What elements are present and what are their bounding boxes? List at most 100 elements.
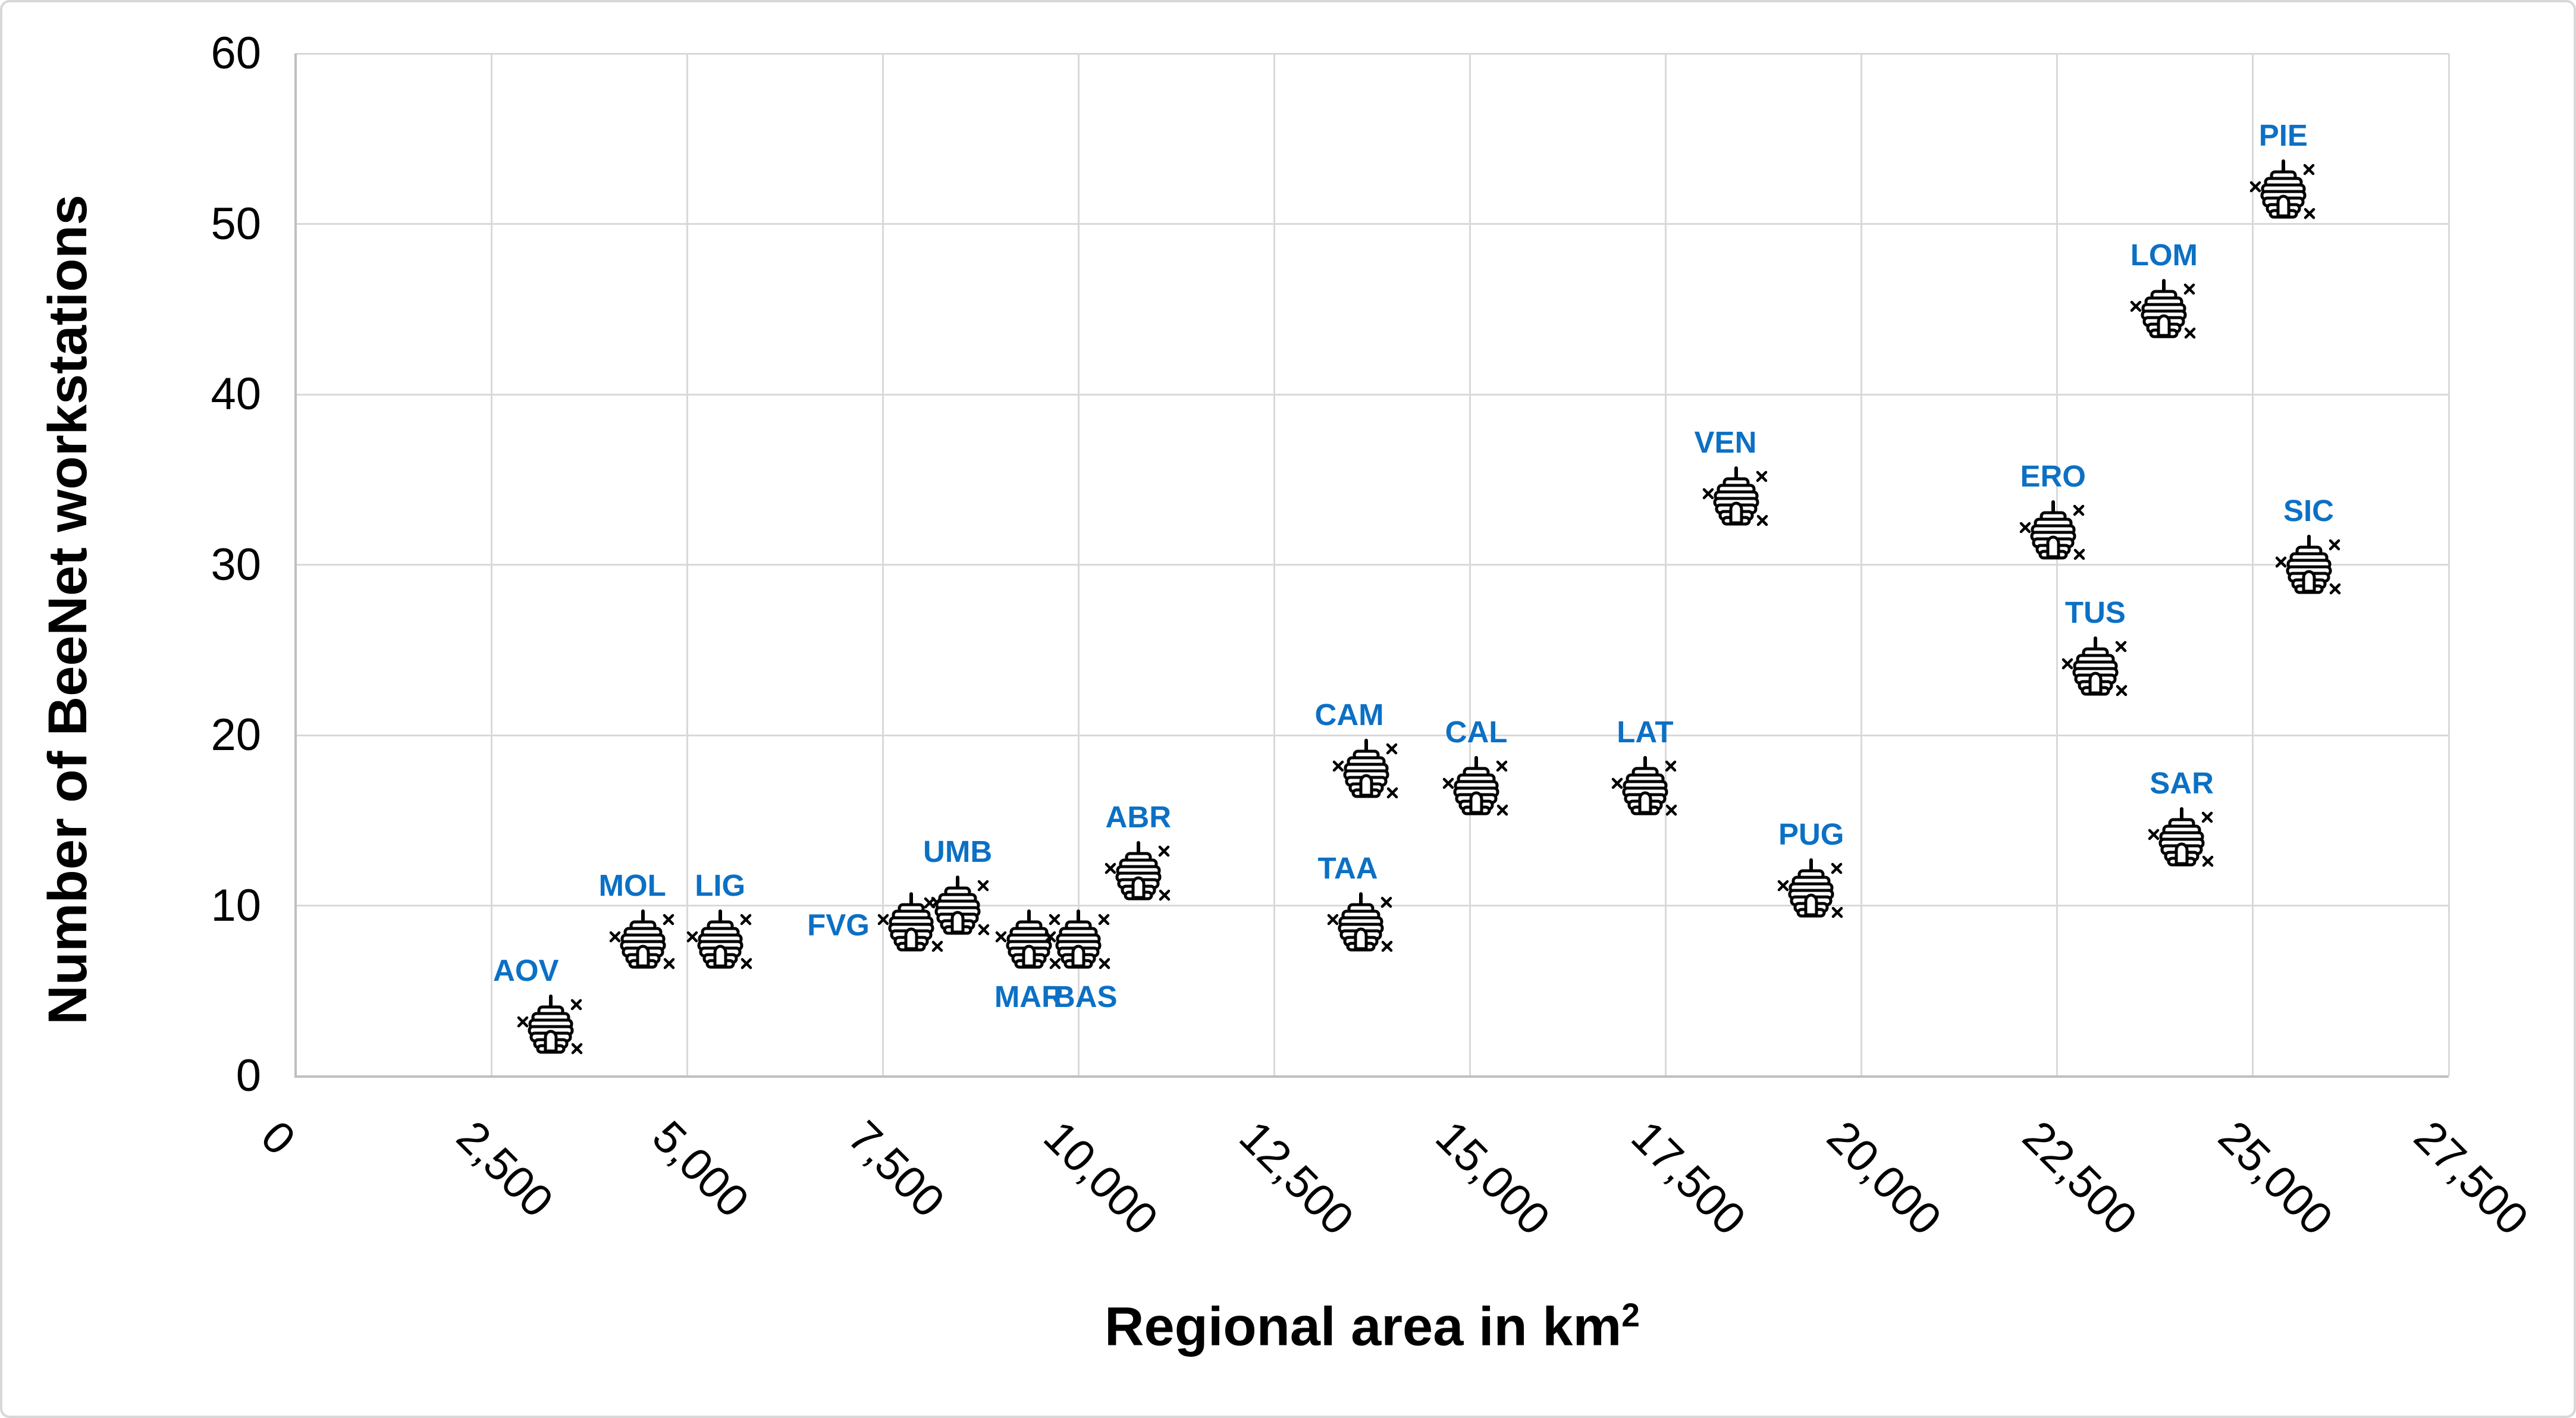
region-label: PIE — [2258, 118, 2308, 153]
bee-icon — [1777, 880, 1789, 892]
bee-icon — [1049, 914, 1060, 926]
region-label: PUG — [1778, 817, 1844, 851]
beehive-marker — [2019, 500, 2085, 560]
gridline-horizontal — [296, 734, 2449, 736]
region-label: VEN — [1694, 425, 1757, 459]
bee-icon — [1105, 862, 1116, 874]
bee-icon — [2329, 539, 2340, 550]
bee-icon — [2019, 522, 2031, 534]
bee-icon — [977, 880, 989, 891]
bee-icon — [1496, 760, 1508, 772]
bee-icon — [572, 1043, 583, 1055]
region-label: CAM — [1314, 698, 1384, 732]
bee-icon — [2073, 548, 2085, 560]
beehive-marker — [2131, 278, 2196, 338]
y-tick-label: 60 — [211, 28, 261, 79]
region-label: SIC — [2283, 493, 2335, 528]
region-label: ABR — [1105, 800, 1172, 835]
bee-icon — [978, 924, 990, 935]
beehive-marker — [609, 909, 675, 970]
beehive-marker — [2062, 636, 2128, 697]
bee-icon — [1386, 743, 1397, 755]
region-label: FVG — [807, 908, 870, 942]
bee-icon — [1611, 777, 1623, 789]
x-tick-label: 27,500 — [2404, 1111, 2538, 1245]
beehive-marker — [2148, 807, 2214, 867]
bee-icon — [1099, 958, 1110, 970]
x-tick-label: 20,000 — [1817, 1111, 1951, 1245]
region-label: LOM — [2130, 237, 2198, 272]
x-tick-label: 25,000 — [2208, 1111, 2342, 1245]
beehive-marker — [1702, 466, 1768, 526]
bee-icon — [931, 940, 943, 952]
bee-icon — [2329, 583, 2340, 594]
y-tick-label: 20 — [211, 710, 261, 760]
x-tick-label: 10,000 — [1034, 1111, 1168, 1245]
x-axis-title: Regional area in km2 — [1105, 1296, 1640, 1357]
x-axis-line — [294, 1075, 2449, 1078]
region-label: TUS — [2064, 595, 2126, 630]
bee-icon — [2201, 811, 2213, 823]
gridline-horizontal — [296, 223, 2449, 225]
beehive-marker — [924, 875, 990, 935]
beehive-marker — [2249, 159, 2315, 219]
region-label: CAL — [1445, 714, 1508, 749]
region-label: TAA — [1317, 851, 1378, 886]
bee-icon — [2185, 327, 2196, 338]
beehive-marker — [1327, 892, 1393, 952]
x-tick-label: 0 — [251, 1111, 305, 1165]
gridline-horizontal — [296, 393, 2449, 396]
bee-icon — [1098, 914, 1109, 926]
bee-icon — [1044, 931, 1056, 943]
x-tick-label: 12,500 — [1229, 1111, 1364, 1245]
bee-icon — [1665, 760, 1677, 772]
region-label: MOL — [598, 868, 666, 902]
bee-icon — [2303, 164, 2315, 175]
gridline-horizontal — [296, 52, 2449, 55]
bee-icon — [1380, 896, 1392, 908]
bee-icon — [1756, 470, 1768, 482]
bee-icon — [663, 958, 675, 970]
beehive-marker — [2275, 534, 2340, 594]
bee-icon — [2304, 208, 2315, 219]
x-tick-label: 22,500 — [2013, 1111, 2147, 1245]
region-label: BAS — [1053, 979, 1118, 1014]
bee-icon — [2073, 504, 2084, 516]
region-label: LAT — [1617, 714, 1674, 749]
bee-icon — [2275, 556, 2286, 567]
bee-icon — [2184, 283, 2195, 294]
gridline-horizontal — [296, 564, 2449, 566]
x-tick-label: 5,000 — [642, 1111, 759, 1228]
beehive-marker — [1332, 739, 1398, 799]
bee-icon — [1702, 488, 1714, 500]
region-label: LIG — [695, 868, 746, 902]
region-label: AOV — [493, 953, 559, 988]
x-axis-title-text: Regional area in km — [1105, 1296, 1622, 1357]
bee-icon — [740, 914, 751, 926]
bee-icon — [1831, 862, 1843, 874]
bee-icon — [924, 897, 936, 908]
bee-icon — [1159, 889, 1171, 901]
region-label: SAR — [2150, 766, 2214, 800]
beehive-marker — [517, 995, 583, 1055]
bee-icon — [1386, 788, 1398, 799]
beehive-marker — [1777, 858, 1843, 918]
beehive-marker — [686, 909, 752, 970]
bee-icon — [2115, 641, 2127, 652]
bee-icon — [2148, 829, 2160, 840]
bee-icon — [1158, 845, 1170, 857]
y-tick-label: 30 — [211, 539, 261, 590]
bee-icon — [517, 1016, 529, 1028]
y-tick-label: 50 — [211, 198, 261, 249]
bee-icon — [1332, 761, 1344, 772]
bee-icon — [2131, 300, 2142, 312]
bee-icon — [877, 914, 889, 926]
bee-icon — [571, 999, 582, 1011]
bee-icon — [609, 931, 621, 943]
x-tick-label: 15,000 — [1425, 1111, 1560, 1245]
bee-icon — [1327, 914, 1339, 926]
bee-icon — [1831, 906, 1843, 918]
bee-icon — [741, 958, 752, 970]
y-axis-line — [294, 54, 297, 1077]
